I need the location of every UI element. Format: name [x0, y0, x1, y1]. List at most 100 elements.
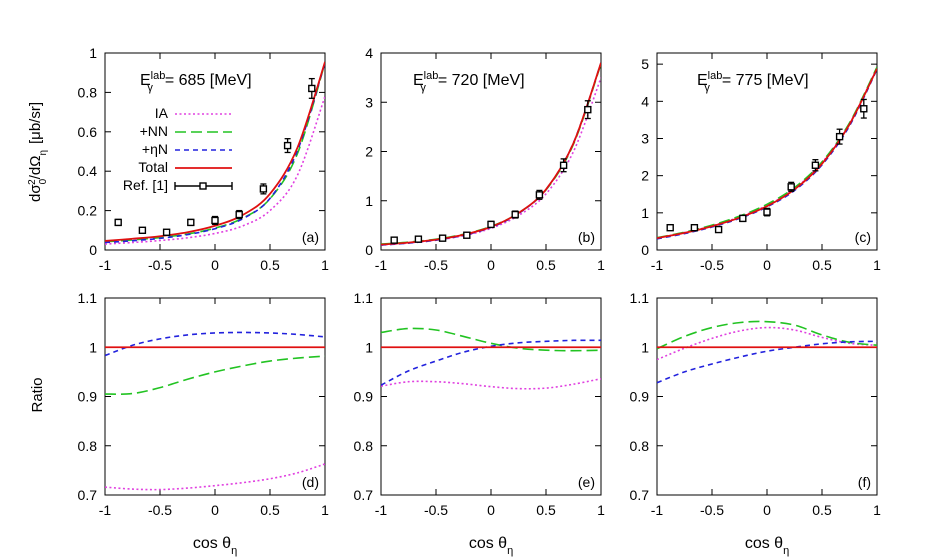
x-tick-label: 0 — [487, 502, 495, 518]
energy-label-a: Elab γ = 685 [MeV] — [140, 70, 252, 94]
series-line-total — [105, 61, 325, 242]
panel-a: -1 -0.5 0 0.5 100.20.40.60.81(a) — [78, 45, 330, 273]
x-tick-label: 0.5 — [536, 502, 556, 518]
x-tick-label: 0 — [763, 257, 771, 273]
y-tick-label: 1 — [89, 339, 97, 355]
x-tick-label: 0 — [211, 502, 219, 518]
ylabel-top: dσ02/dΩη[μb/sr] — [27, 102, 49, 202]
y-tick-label: 5 — [641, 56, 649, 72]
series-line-n — [381, 339, 601, 386]
data-point — [739, 214, 747, 223]
x-tick-label: -1 — [99, 502, 112, 518]
x-tick-label: -0.5 — [148, 502, 172, 518]
x-tick-label: -0.5 — [424, 257, 448, 273]
data-point — [835, 128, 844, 145]
x-tick-label: 0.5 — [260, 257, 280, 273]
data-point — [559, 158, 568, 173]
x-tick-label: 0.5 — [812, 257, 832, 273]
series-line-ia — [381, 377, 601, 390]
x-tick-label: 1 — [321, 502, 329, 518]
data-point — [162, 228, 171, 236]
y-tick-label: 4 — [641, 93, 649, 109]
x-tick-label: -0.5 — [700, 502, 724, 518]
x-tick-label: 0.5 — [536, 257, 556, 273]
y-tick-label: 0.7 — [354, 487, 374, 503]
y-tick-label: 1 — [641, 205, 649, 221]
data-point — [487, 220, 495, 229]
data-point — [463, 231, 471, 239]
y-tick-label: 3 — [641, 130, 649, 146]
series-line-total — [381, 62, 601, 246]
y-tick-label: 1 — [365, 339, 373, 355]
legend-label-ia: IA — [155, 105, 169, 121]
x-tick-label: 0 — [763, 502, 771, 518]
y-tick-label: 1.1 — [630, 290, 650, 306]
energy-label-b: Elab γ = 720 [MeV] — [413, 70, 525, 94]
panel-b: -1 -0.5 0 0.5 1 0 1 2 3 4 (b) — [365, 45, 605, 273]
panel-c: -1 -0.5 0 0.5 1 0 1 2 3 4 5 (c) — [641, 52, 881, 273]
panel-tag: (d) — [302, 474, 319, 490]
y-tick-label: 0.8 — [78, 84, 98, 100]
data-point — [690, 223, 699, 232]
y-tick-label: 1 — [89, 45, 97, 61]
y-tick-label: 0 — [641, 242, 649, 258]
y-tick-label: 1 — [641, 339, 649, 355]
panel-tag: (e) — [578, 474, 595, 490]
data-point — [235, 209, 243, 220]
legend-swatch-ref — [174, 182, 233, 190]
xlabel-e: cos θη — [469, 535, 513, 557]
panel-tag: (f) — [858, 474, 871, 490]
data-point — [763, 207, 771, 217]
series-line-nn — [105, 355, 325, 395]
x-tick-label: 1 — [597, 257, 605, 273]
plot-frame — [380, 297, 602, 496]
x-tick-label: 0.5 — [260, 502, 280, 518]
data-point — [584, 100, 592, 120]
xlabel-f: cos θη — [745, 535, 789, 557]
legend-label-ref: Ref. [1] — [123, 177, 168, 193]
series-line-ia — [105, 96, 325, 245]
energy-label-c: Elab γ = 775 [MeV] — [697, 70, 809, 94]
series-line-n — [105, 331, 325, 357]
x-tick-label: 0 — [211, 257, 219, 273]
series-line-nn — [381, 327, 601, 352]
x-tick-label: -0.5 — [700, 257, 724, 273]
panel-d: -1 -0.5 0 0.5 1 0.7 0.8 0.9 1 1.1 (d) — [78, 290, 330, 518]
y-tick-label: 0.7 — [630, 487, 650, 503]
y-tick-label: 0.8 — [78, 438, 98, 454]
panel-tag: (a) — [302, 229, 319, 245]
x-tick-label: -1 — [651, 257, 664, 273]
x-tick-label: -1 — [375, 502, 388, 518]
x-tick-label: -1 — [375, 257, 388, 273]
x-tick-label: 1 — [597, 502, 605, 518]
ylabel-bottom: Ratio — [29, 377, 46, 412]
data-point — [714, 225, 723, 234]
x-tick-label: -0.5 — [424, 502, 448, 518]
y-tick-label: 0.8 — [630, 438, 650, 454]
series-line-ia — [657, 326, 877, 361]
data-point — [259, 183, 268, 195]
x-tick-label: -1 — [99, 257, 112, 273]
panel-e: -1 -0.5 0 0.5 1 0.7 0.8 0.9 1 1.1 (e) — [354, 290, 606, 518]
data-point — [114, 218, 122, 227]
legend-label-total: Total — [138, 159, 168, 175]
data-point — [308, 77, 316, 99]
data-point — [283, 138, 292, 154]
legend-label-nn: +NN — [140, 123, 168, 139]
data-point — [860, 98, 868, 119]
xlabel-d: cos θη — [193, 535, 237, 557]
data-point — [511, 210, 519, 219]
data-point — [438, 234, 447, 242]
x-tick-label: 1 — [873, 502, 881, 518]
data-point — [414, 235, 423, 243]
plot-frame — [104, 297, 326, 496]
plot-frame — [656, 297, 878, 496]
data-point — [138, 226, 147, 235]
y-tick-label: 1.1 — [78, 290, 98, 306]
data-point — [787, 181, 795, 192]
data-point — [811, 159, 820, 172]
y-tick-label: 0 — [365, 242, 373, 258]
x-tick-label: 0 — [487, 257, 495, 273]
series-line-nn — [105, 62, 325, 243]
